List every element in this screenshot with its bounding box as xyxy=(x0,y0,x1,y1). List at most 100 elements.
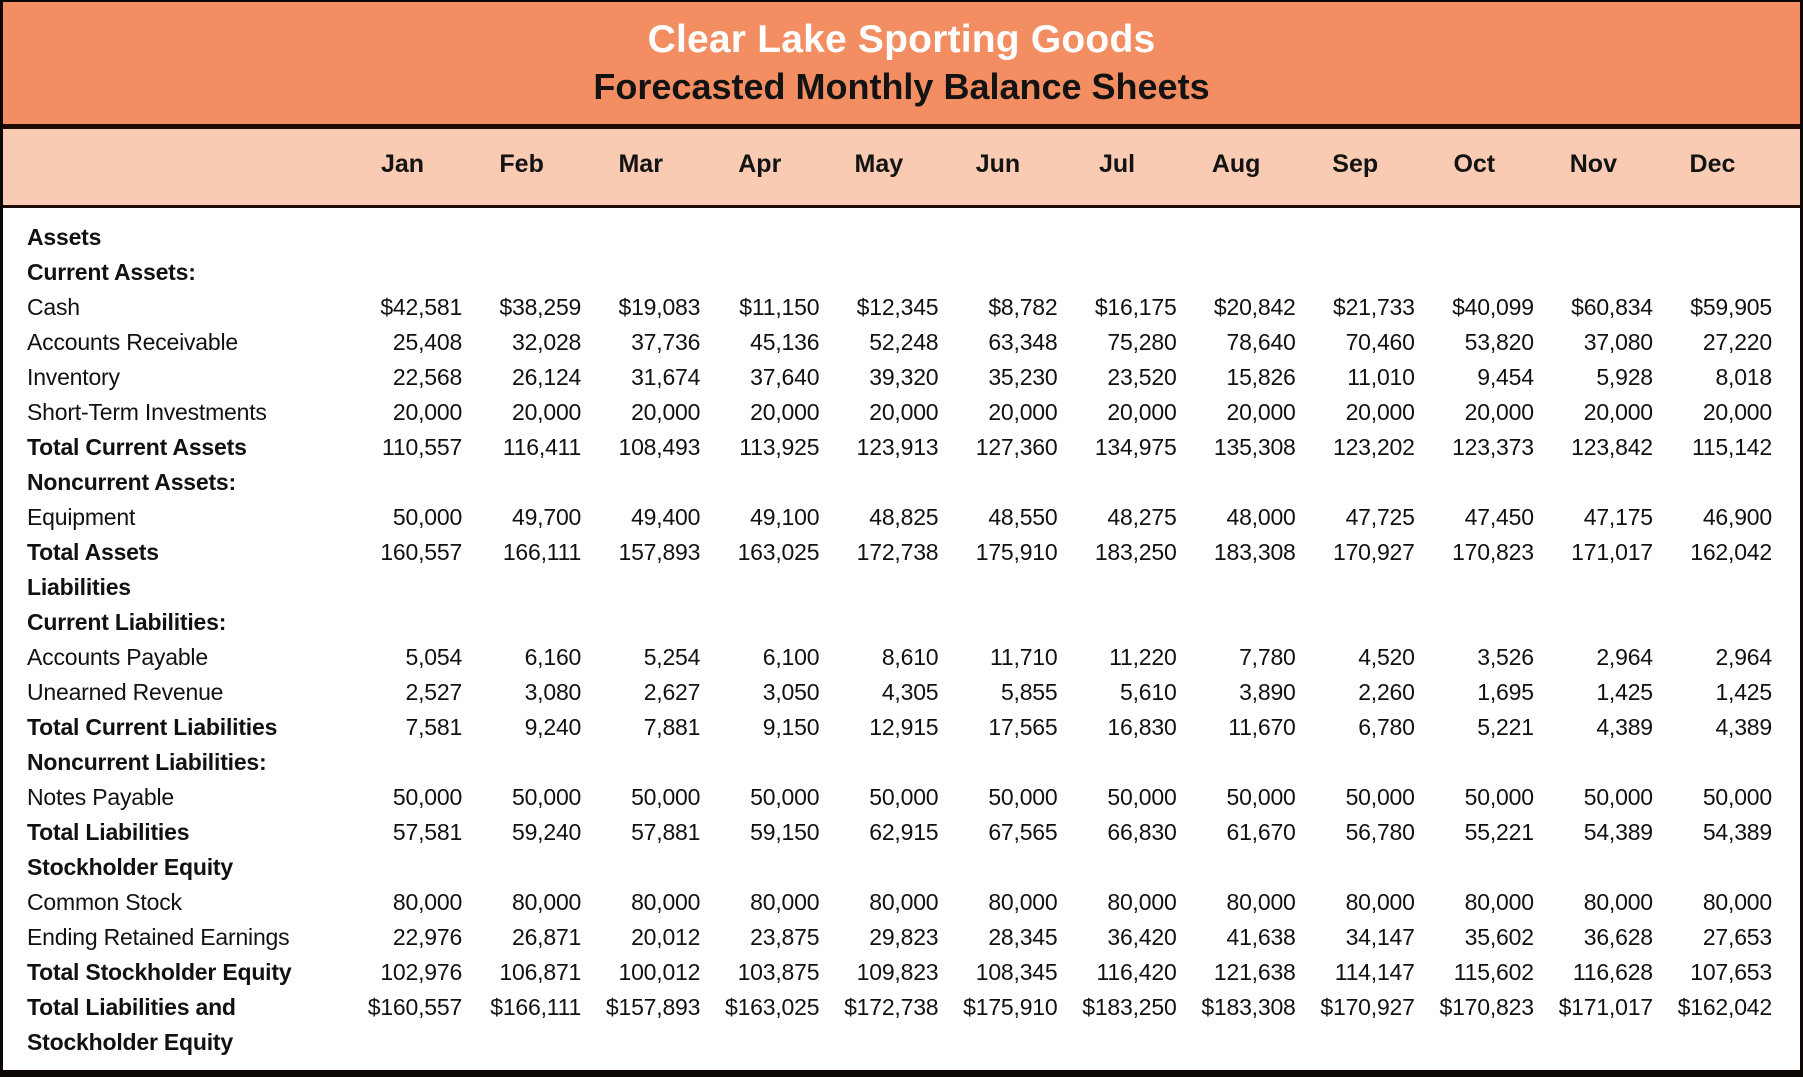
cell-value: 110,557 xyxy=(382,434,463,460)
cell-value xyxy=(1177,220,1296,255)
cell-value xyxy=(819,605,938,640)
cell-value xyxy=(1415,570,1534,605)
cell-value xyxy=(1177,605,1296,640)
cell-value xyxy=(1058,605,1177,640)
cell-value: 4,305 xyxy=(881,679,939,705)
cell-value xyxy=(1653,605,1772,640)
table-row-current-liabilities: Current Liabilities: xyxy=(3,605,1800,640)
row-label: Total Current Assets xyxy=(27,430,343,465)
cell-value: 108,345 xyxy=(975,959,1058,985)
row-label-line: Inventory xyxy=(27,364,120,390)
cell-value xyxy=(1534,255,1653,290)
cell-value: $59,905 xyxy=(1690,294,1772,320)
cell-value: 50,000 xyxy=(512,784,582,810)
cell-value: 20,000 xyxy=(1107,399,1177,425)
cell-value xyxy=(1296,220,1415,255)
cell-value: $157,893 xyxy=(605,994,701,1020)
cell-value: 116,628 xyxy=(1572,959,1653,985)
cell-value: 2,627 xyxy=(643,679,701,705)
cell-value: 166,111 xyxy=(502,539,582,565)
cell-value xyxy=(462,605,581,640)
cell-value xyxy=(581,605,700,640)
cell-value: 8,610 xyxy=(881,644,939,670)
cell-value: 34,147 xyxy=(1345,924,1415,950)
cell-value: $21,733 xyxy=(1333,294,1415,320)
row-label-line: Noncurrent Assets: xyxy=(27,469,236,495)
cell-value: 80,000 xyxy=(1702,889,1772,915)
cell-value: 160,557 xyxy=(380,539,463,565)
row-label-line: Total Stockholder Equity xyxy=(27,959,292,985)
cell-value: $175,910 xyxy=(963,994,1058,1020)
cell-value: 32,028 xyxy=(512,329,582,355)
cell-value: 16,830 xyxy=(1107,714,1177,740)
cell-value: 62,915 xyxy=(869,819,939,845)
cell-value: 47,175 xyxy=(1583,504,1653,530)
cell-value: 20,000 xyxy=(1226,399,1296,425)
cell-value: 50,000 xyxy=(392,504,463,530)
cell-value: 9,240 xyxy=(524,714,582,740)
cell-value: 80,000 xyxy=(1345,889,1415,915)
cell-value: 52,248 xyxy=(869,329,939,355)
cell-value: $170,823 xyxy=(1439,994,1534,1020)
title-band: Clear Lake Sporting Goods Forecasted Mon… xyxy=(3,2,1800,124)
row-label-line: Accounts Payable xyxy=(27,644,208,670)
cell-value: 5,054 xyxy=(405,644,463,670)
row-label: Accounts Receivable xyxy=(27,325,343,360)
cell-value xyxy=(1534,605,1653,640)
row-label: Common Stock xyxy=(27,885,343,920)
cell-value: $8,782 xyxy=(988,294,1058,320)
cell-value: 50,000 xyxy=(1583,784,1653,810)
table-row-ending-retained-earnings: Ending Retained Earnings 22,976 26,871 20,0… xyxy=(3,920,1800,955)
month-header-jan: Jan xyxy=(380,149,425,178)
cell-value: 47,450 xyxy=(1464,504,1534,530)
cell-value xyxy=(1296,570,1415,605)
cell-value xyxy=(1058,745,1177,780)
cell-value xyxy=(581,465,700,500)
table-row-common-stock: Common Stock 80,000 80,000 80,000 80,000 80,0… xyxy=(3,885,1800,920)
cell-value: $162,042 xyxy=(1677,994,1773,1020)
cell-value: 2,260 xyxy=(1358,679,1415,705)
cell-value xyxy=(1296,255,1415,290)
cell-value: 80,000 xyxy=(869,889,939,915)
cell-value xyxy=(1177,745,1296,780)
cell-value xyxy=(1415,605,1534,640)
cell-value: 116,411 xyxy=(502,434,582,460)
cell-value: 80,000 xyxy=(988,889,1058,915)
table-row-accounts-payable: Accounts Payable 5,054 6,160 5,254 6,100 8,61… xyxy=(3,640,1800,675)
cell-value: $42,581 xyxy=(380,294,463,320)
cell-value: 123,842 xyxy=(1571,434,1653,460)
cell-value: 57,881 xyxy=(631,819,701,845)
row-label-line: Total Liabilities and xyxy=(27,994,236,1020)
cell-value: 50,000 xyxy=(988,784,1058,810)
month-header-nov: Nov xyxy=(1569,149,1617,178)
cell-value: 28,345 xyxy=(988,924,1058,950)
cell-value: 172,738 xyxy=(856,539,939,565)
cell-value: 50,000 xyxy=(750,784,820,810)
cell-value: 54,389 xyxy=(1702,819,1772,845)
cell-value: 22,568 xyxy=(392,364,463,390)
cell-value xyxy=(938,605,1057,640)
cell-value: 45,136 xyxy=(750,329,820,355)
cell-value xyxy=(1415,255,1534,290)
cell-value: $166,111 xyxy=(490,994,582,1020)
cell-value: 12,915 xyxy=(869,714,939,740)
cell-value xyxy=(819,220,938,255)
cell-value: 3,526 xyxy=(1477,644,1534,670)
cell-value xyxy=(1296,850,1415,885)
cell-value: 20,000 xyxy=(1464,399,1534,425)
cell-value: 123,373 xyxy=(1452,434,1534,460)
cell-value: 5,610 xyxy=(1120,679,1177,705)
cell-value: 20,000 xyxy=(869,399,939,425)
report-title: Forecasted Monthly Balance Sheets xyxy=(593,66,1210,107)
cell-value: 4,389 xyxy=(1715,714,1772,740)
cell-value xyxy=(700,745,819,780)
cell-value xyxy=(1534,850,1653,885)
cell-value: 171,017 xyxy=(1571,539,1653,565)
cell-value: 20,000 xyxy=(512,399,582,425)
cell-value: 63,348 xyxy=(988,329,1058,355)
cell-value xyxy=(1058,220,1177,255)
cell-value: 106,871 xyxy=(499,959,582,985)
row-label: Current Liabilities: xyxy=(27,605,343,640)
row-label: Total Current Liabilities xyxy=(27,710,343,745)
row-label: Total Stockholder Equity xyxy=(27,955,343,990)
